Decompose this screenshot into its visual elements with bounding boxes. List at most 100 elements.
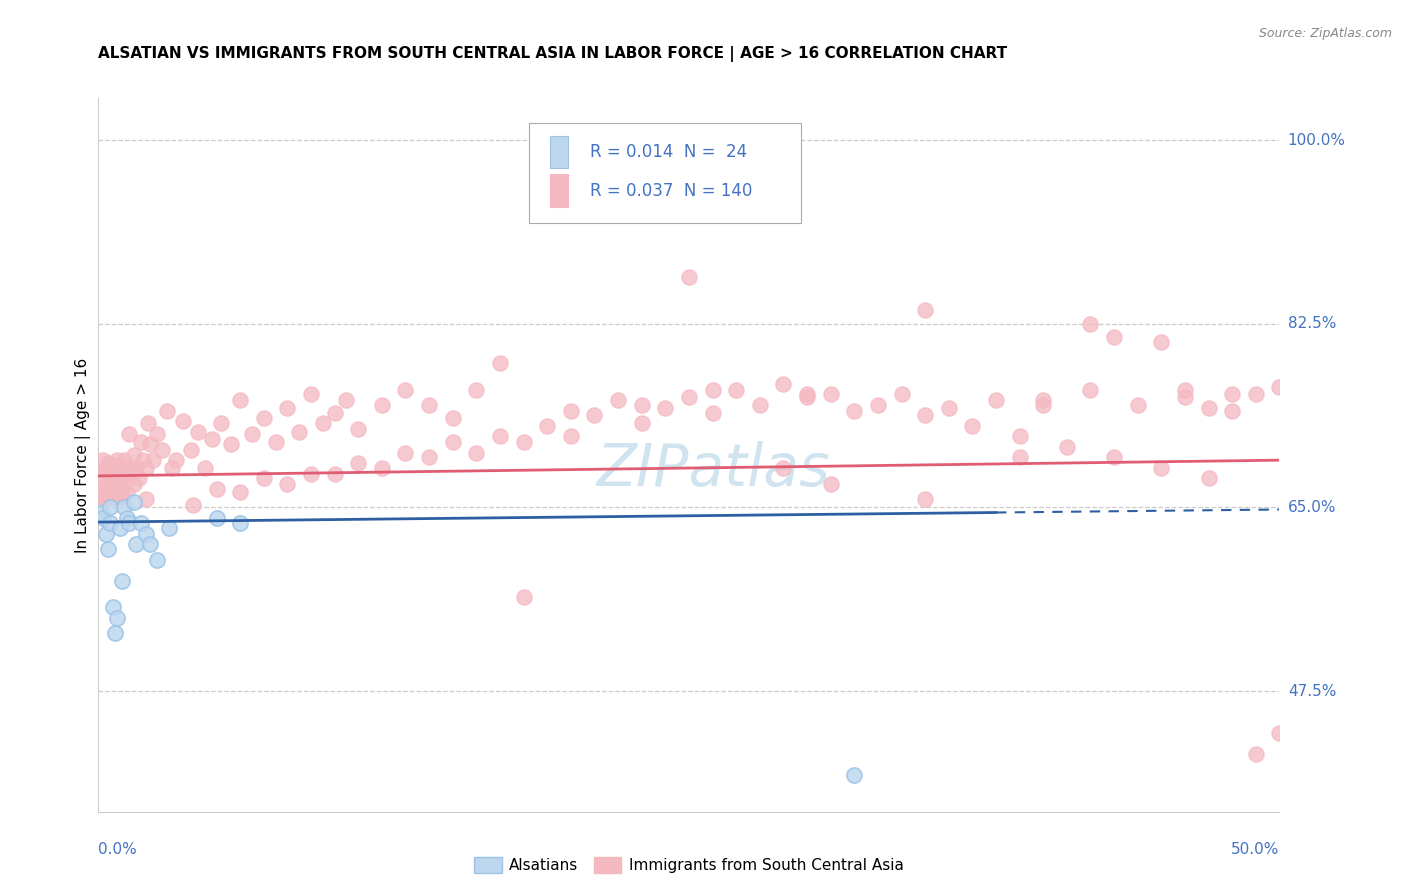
Point bbox=[98, 500, 121, 515]
Point bbox=[194, 460, 217, 475]
Point bbox=[209, 417, 232, 431]
Text: 0.0%: 0.0% bbox=[98, 842, 138, 857]
Point bbox=[654, 401, 676, 415]
Point bbox=[1220, 404, 1243, 418]
Point bbox=[111, 467, 134, 481]
Point bbox=[253, 411, 276, 425]
Point bbox=[94, 526, 117, 541]
Point bbox=[125, 537, 148, 551]
Point bbox=[98, 464, 121, 478]
Point bbox=[512, 590, 534, 604]
Point bbox=[938, 401, 960, 415]
Point bbox=[962, 418, 984, 433]
Point bbox=[772, 376, 794, 391]
Point bbox=[1032, 393, 1054, 408]
Point bbox=[796, 387, 818, 401]
Point bbox=[187, 425, 209, 439]
Point bbox=[702, 383, 724, 397]
Point bbox=[104, 626, 127, 640]
Point bbox=[98, 471, 121, 485]
Point bbox=[118, 426, 141, 441]
Point bbox=[630, 398, 652, 412]
Point bbox=[122, 495, 145, 509]
Point bbox=[489, 355, 512, 369]
Text: ZIPatlas: ZIPatlas bbox=[596, 441, 830, 498]
Point bbox=[264, 435, 287, 450]
Text: R = 0.014  N =  24: R = 0.014 N = 24 bbox=[589, 143, 747, 161]
Point bbox=[157, 521, 180, 535]
Point bbox=[441, 435, 464, 450]
Point bbox=[844, 404, 866, 418]
Point bbox=[347, 456, 370, 470]
Point bbox=[1056, 440, 1078, 454]
Point bbox=[1080, 383, 1102, 397]
Text: 65.0%: 65.0% bbox=[1288, 500, 1336, 515]
Point bbox=[371, 460, 394, 475]
Point bbox=[118, 516, 141, 530]
Point bbox=[866, 398, 889, 412]
Point bbox=[125, 460, 148, 475]
FancyBboxPatch shape bbox=[550, 136, 568, 168]
Point bbox=[91, 464, 114, 478]
FancyBboxPatch shape bbox=[550, 175, 568, 207]
Point bbox=[489, 429, 512, 443]
Point bbox=[560, 404, 582, 418]
Point bbox=[229, 393, 252, 408]
Point bbox=[607, 393, 630, 408]
Point bbox=[172, 414, 194, 428]
Point bbox=[1244, 387, 1267, 401]
Point bbox=[122, 477, 145, 491]
Point bbox=[108, 521, 131, 535]
Point bbox=[1174, 390, 1197, 404]
Point bbox=[112, 453, 135, 467]
Point bbox=[418, 398, 440, 412]
Point bbox=[536, 418, 558, 433]
Point bbox=[465, 446, 488, 460]
Point bbox=[312, 417, 335, 431]
Point bbox=[630, 417, 652, 431]
Point bbox=[844, 768, 866, 782]
Point bbox=[205, 482, 228, 496]
Point bbox=[347, 422, 370, 436]
Point bbox=[122, 448, 145, 462]
Point bbox=[323, 406, 346, 420]
Point bbox=[136, 417, 159, 431]
Point bbox=[253, 471, 276, 485]
Point bbox=[1126, 398, 1149, 412]
Point bbox=[394, 383, 416, 397]
Point bbox=[139, 537, 162, 551]
FancyBboxPatch shape bbox=[530, 123, 801, 223]
Point bbox=[135, 460, 157, 475]
Point bbox=[135, 491, 157, 506]
Point bbox=[394, 446, 416, 460]
Text: 50.0%: 50.0% bbox=[1232, 842, 1279, 857]
Point bbox=[115, 511, 138, 525]
Point bbox=[1102, 330, 1125, 344]
Text: 100.0%: 100.0% bbox=[1288, 133, 1346, 147]
Point bbox=[104, 466, 127, 480]
Point bbox=[101, 600, 124, 615]
Point bbox=[1080, 317, 1102, 331]
Point bbox=[1150, 334, 1173, 349]
Point bbox=[115, 484, 138, 499]
Point bbox=[94, 491, 117, 506]
Point bbox=[748, 398, 770, 412]
Point bbox=[678, 269, 700, 284]
Point bbox=[299, 467, 322, 481]
Point bbox=[105, 610, 128, 624]
Point bbox=[205, 511, 228, 525]
Point bbox=[1102, 450, 1125, 464]
Point bbox=[219, 437, 242, 451]
Point bbox=[97, 477, 120, 491]
Point bbox=[108, 460, 131, 475]
Point bbox=[150, 442, 173, 457]
Point bbox=[796, 390, 818, 404]
Point bbox=[146, 426, 169, 441]
Point bbox=[90, 506, 112, 520]
Point bbox=[299, 387, 322, 401]
Point bbox=[101, 458, 124, 473]
Point bbox=[890, 387, 912, 401]
Point bbox=[94, 460, 117, 475]
Point bbox=[108, 482, 131, 496]
Point bbox=[105, 490, 128, 504]
